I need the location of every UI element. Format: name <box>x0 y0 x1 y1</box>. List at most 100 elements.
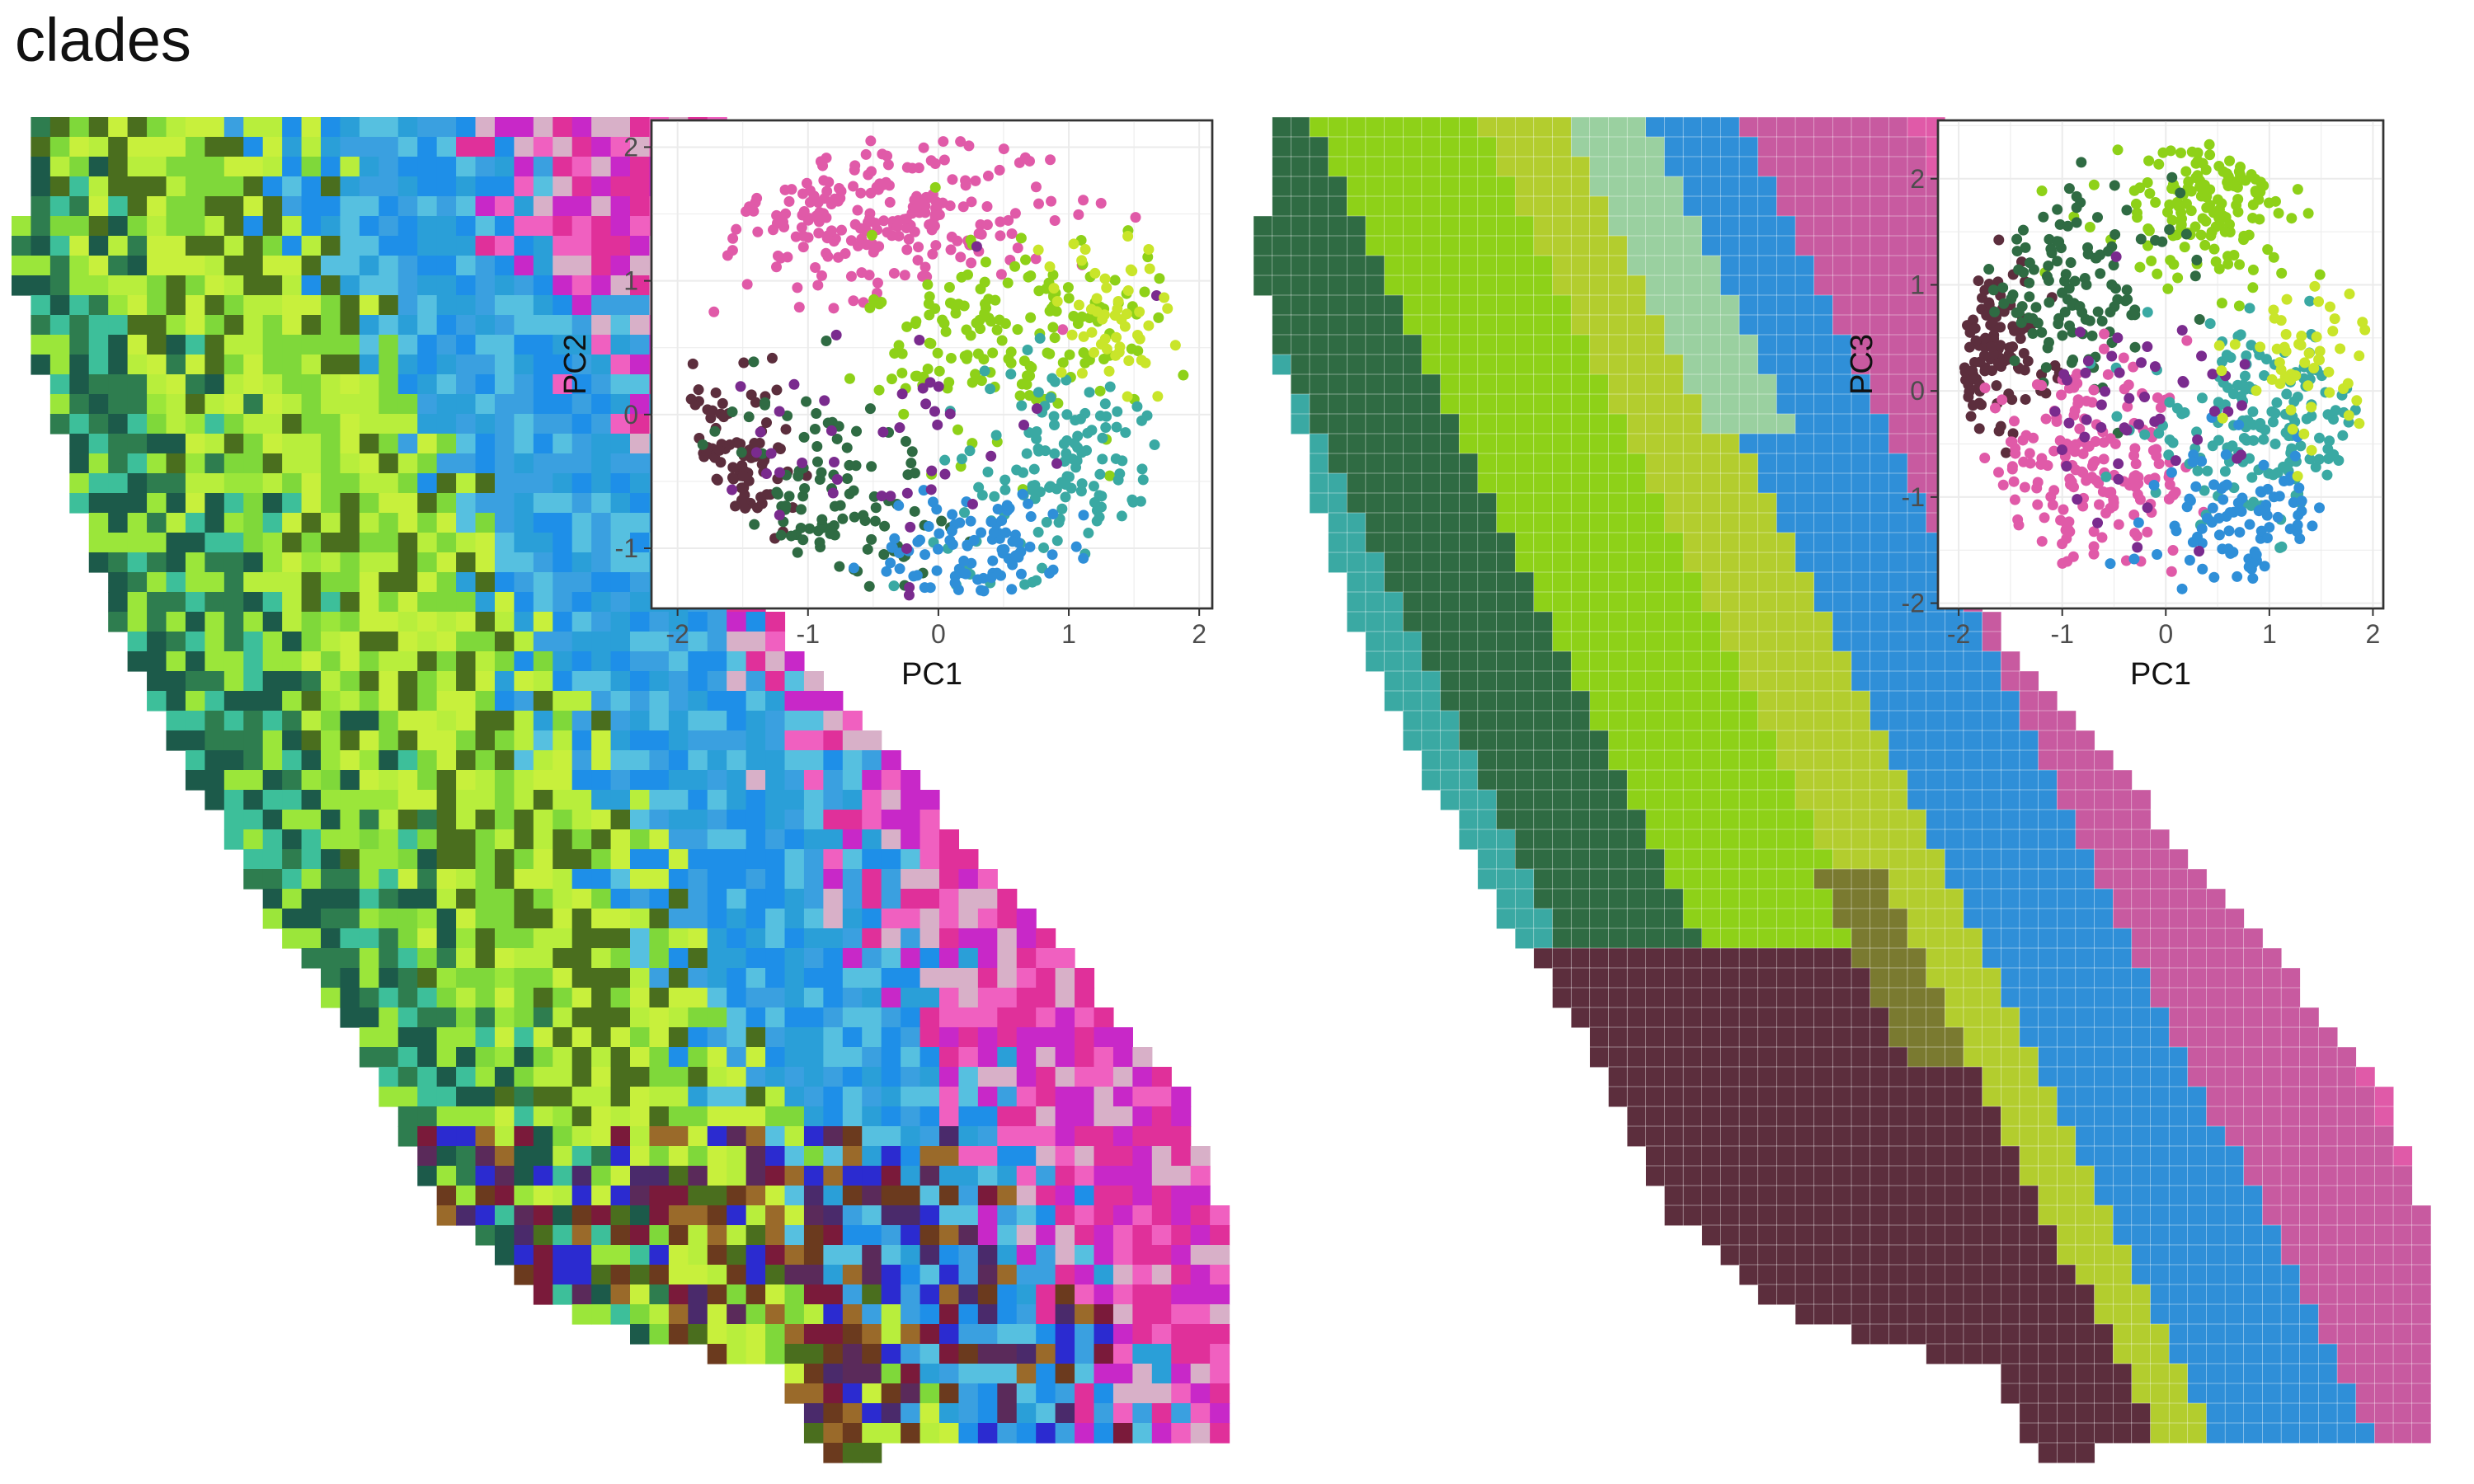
raster-cell <box>12 216 32 237</box>
raster-cell <box>494 493 515 514</box>
raster-cell <box>379 355 399 375</box>
raster-cell <box>379 434 399 454</box>
raster-cell <box>533 117 553 138</box>
raster-cell <box>379 513 399 533</box>
raster-cell <box>69 216 90 237</box>
raster-cell <box>610 394 631 415</box>
raster-cell <box>223 196 244 217</box>
raster-cell <box>147 295 167 316</box>
raster-cell <box>321 394 341 415</box>
raster-cell <box>417 691 438 711</box>
raster-cell <box>185 355 205 375</box>
raster-cell <box>417 533 438 553</box>
raster-cell <box>69 434 90 454</box>
raster-cell <box>301 236 322 256</box>
raster-cell <box>591 216 612 237</box>
raster-cell <box>31 236 51 256</box>
raster-cell <box>610 335 631 355</box>
raster-cell <box>359 651 379 672</box>
raster-cell <box>475 632 496 652</box>
raster-cell <box>359 513 379 533</box>
raster-cell <box>571 275 592 296</box>
raster-cell <box>282 493 303 514</box>
raster-cell <box>727 691 747 711</box>
raster-cell <box>436 157 457 177</box>
raster-cell <box>282 295 303 316</box>
raster-cell <box>321 157 341 177</box>
raster-cell <box>591 533 612 553</box>
raster-cell <box>571 671 592 692</box>
raster-cell <box>379 216 399 237</box>
raster-cell <box>108 355 129 375</box>
raster-cell <box>127 236 148 256</box>
raster-cell <box>301 275 322 296</box>
raster-cell <box>533 394 553 415</box>
raster-cell <box>514 434 534 454</box>
raster-cell <box>533 592 553 613</box>
raster-cell <box>108 552 129 573</box>
raster-cell <box>553 414 573 434</box>
raster-cell <box>108 236 129 256</box>
raster-cell <box>49 374 70 395</box>
raster-cell <box>475 355 496 375</box>
raster-cell <box>147 473 167 494</box>
raster-cell <box>727 612 747 632</box>
raster-cell <box>185 612 205 632</box>
raster-cell <box>649 711 670 731</box>
raster-cell <box>262 730 283 751</box>
raster-cell <box>456 572 477 593</box>
raster-cell <box>397 216 418 237</box>
raster-cell <box>127 275 148 296</box>
raster-cell <box>397 612 418 632</box>
raster-cell <box>397 355 418 375</box>
raster-cell <box>340 256 360 276</box>
raster-cell <box>340 711 360 731</box>
raster-cell <box>205 216 225 237</box>
raster-cell <box>262 533 283 553</box>
raster-cell <box>340 117 360 138</box>
raster-cell <box>436 691 457 711</box>
raster-cell <box>49 236 70 256</box>
raster-cell <box>514 572 534 593</box>
raster-cell <box>571 236 592 256</box>
raster-cell <box>533 651 553 672</box>
raster-cell <box>223 612 244 632</box>
raster-cell <box>571 117 592 138</box>
raster-cell <box>243 157 264 177</box>
raster-cell <box>243 196 264 217</box>
raster-cell <box>456 176 477 197</box>
raster-cell <box>108 117 129 138</box>
raster-cell <box>610 374 631 395</box>
raster-cell <box>397 295 418 316</box>
raster-cell <box>630 414 651 434</box>
raster-cell <box>397 513 418 533</box>
raster-cell <box>185 632 205 652</box>
raster-cell <box>185 691 205 711</box>
raster-cell <box>494 137 515 157</box>
raster-cell <box>185 592 205 613</box>
raster-cell <box>456 612 477 632</box>
raster-cell <box>397 374 418 395</box>
raster-cell <box>649 632 670 652</box>
raster-cell <box>359 612 379 632</box>
raster-cell <box>456 592 477 613</box>
raster-cell <box>205 572 225 593</box>
raster-cell <box>514 216 534 237</box>
raster-cell <box>514 117 534 138</box>
raster-cell <box>108 453 129 474</box>
raster-cell <box>610 137 631 157</box>
raster-cell <box>321 196 341 217</box>
raster-cell <box>282 256 303 276</box>
raster-cell <box>533 275 553 296</box>
raster-cell <box>688 632 708 652</box>
raster-cell <box>69 256 90 276</box>
raster-cell <box>243 513 264 533</box>
raster-cell <box>610 513 631 533</box>
raster-cell <box>127 256 148 276</box>
raster-cell <box>282 176 303 197</box>
raster-cell <box>262 374 283 395</box>
raster-cell <box>630 335 651 355</box>
raster-cell <box>49 137 70 157</box>
raster-cell <box>359 196 379 217</box>
raster-cell <box>397 176 418 197</box>
